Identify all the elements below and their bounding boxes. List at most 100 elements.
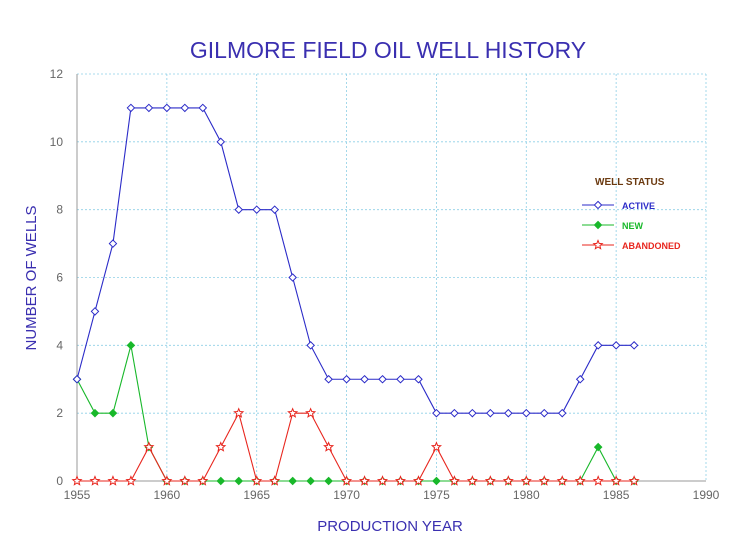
x-tick-label: 1980 xyxy=(513,488,540,502)
y-tick-label: 8 xyxy=(56,203,63,217)
data-point-abandoned xyxy=(574,475,586,486)
data-point-new xyxy=(90,408,100,418)
x-axis-ticks: 1955 1960 1965 1970 1975 1980 1985 1990 xyxy=(64,488,720,502)
legend-label-abandoned: ABANDONED xyxy=(622,241,681,251)
data-point-active xyxy=(629,341,639,350)
data-point-active xyxy=(575,374,585,384)
data-point-abandoned xyxy=(466,475,478,486)
plot-area xyxy=(76,74,706,482)
data-point-active xyxy=(216,137,226,147)
data-point-abandoned xyxy=(628,475,640,486)
data-point-abandoned xyxy=(197,475,209,486)
data-point-active xyxy=(270,205,279,214)
data-point-new xyxy=(432,476,441,486)
data-point-active xyxy=(539,408,549,418)
data-point-new xyxy=(324,476,333,486)
data-point-active xyxy=(396,374,405,384)
x-tick-label: 1990 xyxy=(693,488,720,502)
data-point-active xyxy=(252,205,262,214)
data-point-new xyxy=(288,476,297,486)
data-point-active xyxy=(504,408,513,418)
data-point-abandoned xyxy=(179,475,191,486)
x-tick-label: 1975 xyxy=(423,488,450,502)
data-point-new xyxy=(216,476,226,486)
data-point-abandoned xyxy=(287,407,299,418)
data-point-abandoned xyxy=(143,441,155,452)
data-point-abandoned xyxy=(215,441,227,452)
data-point-abandoned xyxy=(269,475,281,486)
y-axis-ticks: 0 2 4 6 8 10 12 xyxy=(50,67,64,488)
data-point-abandoned xyxy=(394,475,407,486)
y-tick-label: 12 xyxy=(50,67,64,81)
x-tick-label: 1960 xyxy=(154,488,181,502)
data-point-active xyxy=(593,341,603,350)
data-point-abandoned xyxy=(359,475,371,486)
data-point-active xyxy=(557,408,567,418)
data-point-abandoned xyxy=(341,475,353,486)
data-point-abandoned xyxy=(610,475,622,486)
x-tick-label: 1985 xyxy=(603,488,630,502)
series-abandoned xyxy=(71,407,640,486)
y-tick-label: 10 xyxy=(50,135,64,149)
data-point-abandoned xyxy=(107,475,119,486)
data-point-active xyxy=(126,103,136,113)
x-axis-label: PRODUCTION YEAR xyxy=(317,518,463,535)
data-point-active xyxy=(234,205,244,214)
data-point-active xyxy=(72,374,82,384)
data-point-active xyxy=(450,408,459,418)
data-point-new xyxy=(306,476,315,486)
data-point-abandoned xyxy=(305,407,317,418)
data-point-abandoned xyxy=(448,475,460,486)
data-point-abandoned xyxy=(556,475,568,486)
data-point-active xyxy=(180,103,190,113)
grid xyxy=(76,73,707,482)
y-tick-label: 2 xyxy=(56,406,63,420)
data-point-active xyxy=(342,374,351,384)
data-point-active xyxy=(378,374,387,384)
data-point-abandoned xyxy=(502,475,514,486)
data-point-new xyxy=(234,476,244,486)
y-tick-label: 6 xyxy=(56,271,63,285)
data-point-active xyxy=(108,239,118,248)
data-point-active xyxy=(90,307,100,316)
data-point-abandoned xyxy=(484,475,496,486)
series-line-abandoned xyxy=(77,411,635,482)
data-point-abandoned xyxy=(412,475,424,486)
data-point-active xyxy=(306,341,315,350)
data-point-abandoned xyxy=(376,475,389,486)
data-point-abandoned xyxy=(430,441,442,452)
data-point-abandoned xyxy=(161,475,173,486)
data-point-active xyxy=(468,408,477,418)
data-point-new xyxy=(126,341,136,350)
data-point-abandoned xyxy=(538,475,550,486)
data-point-active xyxy=(486,408,495,418)
data-point-abandoned xyxy=(520,475,532,486)
data-point-abandoned xyxy=(71,475,83,486)
y-axis-label: NUMBER OF WELLS xyxy=(23,205,40,350)
data-point-active xyxy=(324,374,333,384)
data-point-active xyxy=(432,408,441,418)
data-point-new xyxy=(108,408,118,418)
data-point-abandoned xyxy=(89,475,101,486)
legend-label-active: ACTIVE xyxy=(622,201,655,211)
data-point-active xyxy=(360,374,369,384)
data-point-abandoned xyxy=(233,407,245,418)
data-point-abandoned xyxy=(323,441,335,452)
y-tick-label: 4 xyxy=(56,338,63,352)
chart-title: GILMORE FIELD OIL WELL HISTORY xyxy=(190,37,586,63)
x-tick-label: 1965 xyxy=(243,488,270,502)
series-layer xyxy=(71,103,640,486)
legend: WELL STATUS ACTIVE NEW ABANDONED xyxy=(582,177,681,251)
data-point-abandoned xyxy=(592,475,604,486)
x-tick-label: 1970 xyxy=(333,488,360,502)
series-active xyxy=(72,103,639,418)
legend-marker-abandoned xyxy=(592,239,604,250)
data-point-active xyxy=(198,103,208,113)
data-point-abandoned xyxy=(125,475,137,486)
data-point-abandoned xyxy=(251,475,263,486)
data-point-new xyxy=(593,442,603,452)
legend-marker-new xyxy=(593,220,603,230)
legend-title: WELL STATUS xyxy=(595,177,665,188)
data-point-active xyxy=(288,273,297,282)
